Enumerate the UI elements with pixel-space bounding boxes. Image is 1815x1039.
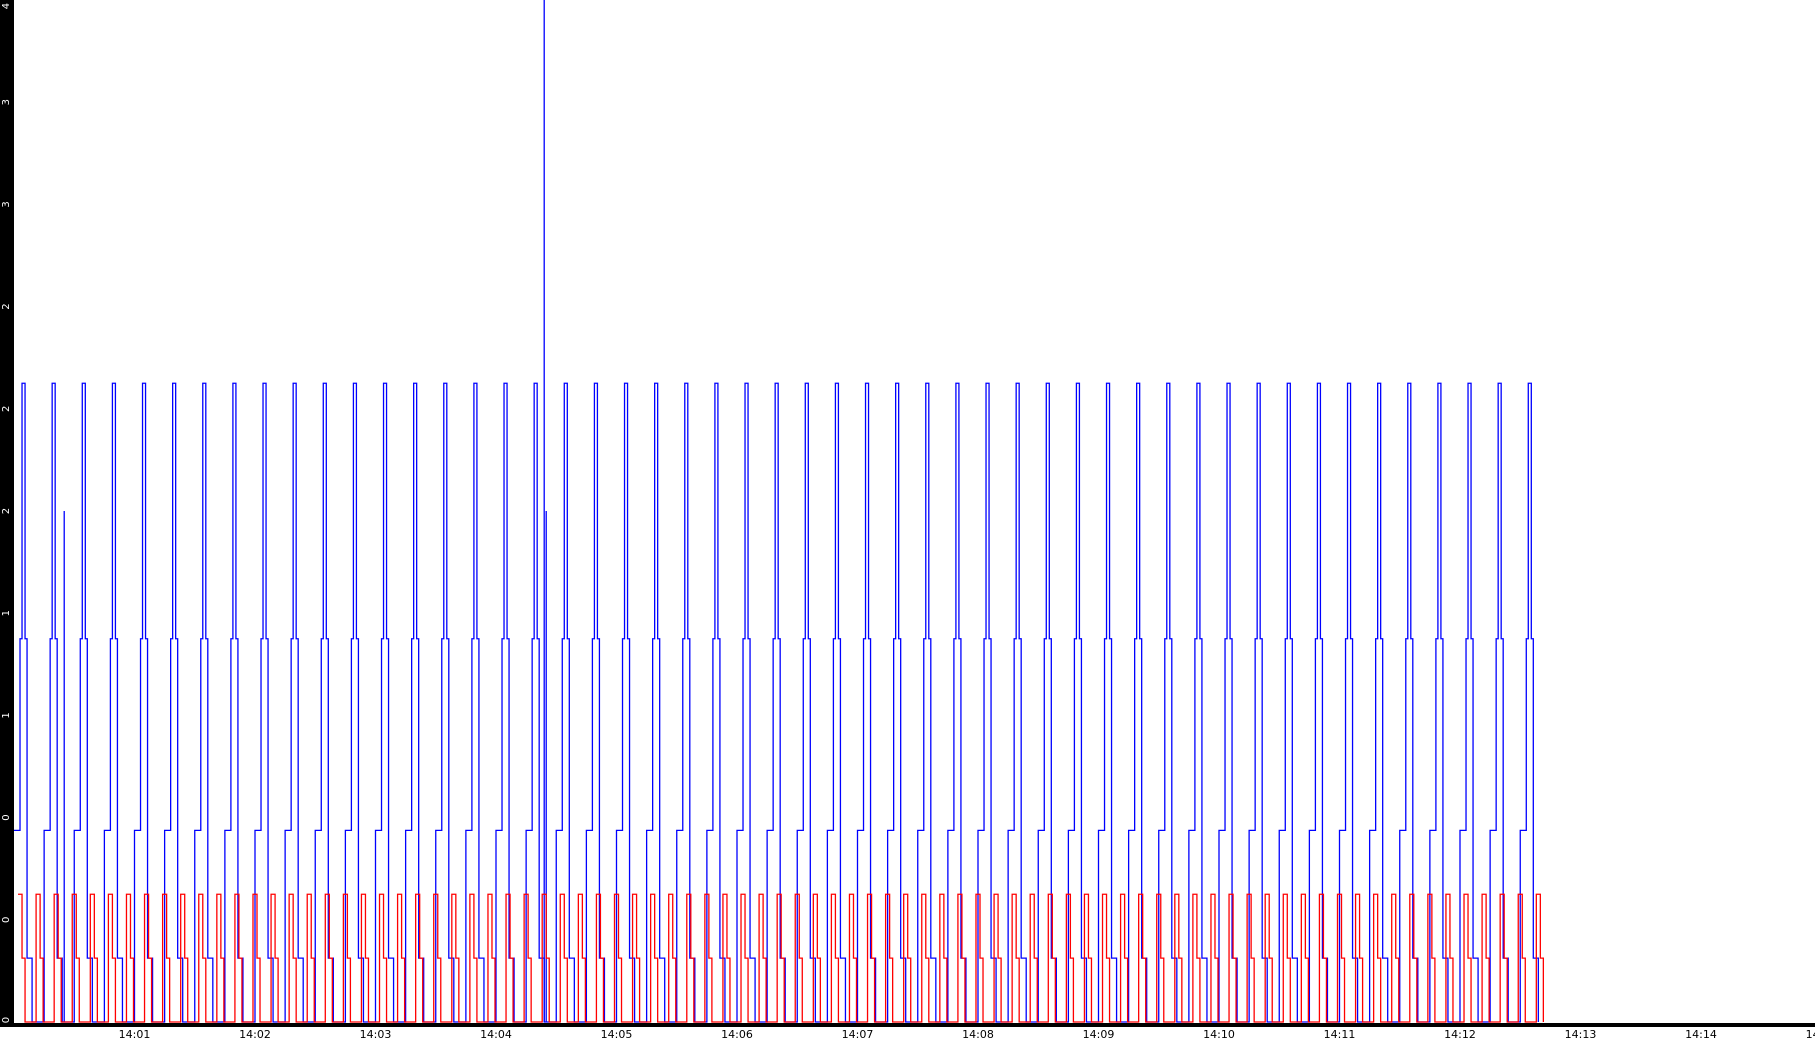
series-line-2 (18, 893, 1544, 1023)
x-tick-label: 14:12 (1444, 1028, 1476, 1039)
x-tick-label: 14:13 (1565, 1028, 1597, 1039)
y-tick-label: 3 (1, 99, 12, 105)
x-axis-band (0, 1023, 1815, 1027)
y-tick-label: 3 (1, 201, 12, 207)
y-tick-label: 1 (1, 610, 12, 616)
y-axis-band (0, 0, 14, 1023)
y-tick-label: 0 (1, 814, 12, 820)
y-tick-label: 4 (1, 3, 12, 9)
x-tick-label: 14:03 (360, 1028, 392, 1039)
x-tick-label: 14:01 (119, 1028, 151, 1039)
series-layer (14, 0, 1544, 1023)
y-tick-label: 0 (1, 917, 12, 923)
x-tick-label: 14:06 (721, 1028, 753, 1039)
y-tick-label: 2 (1, 508, 12, 514)
x-tick-label: 14:09 (1083, 1028, 1115, 1039)
x-tick-label: 14:15 (1806, 1028, 1815, 1039)
x-tick-label: 14:10 (1203, 1028, 1235, 1039)
y-tick-label: 0 (1, 1017, 12, 1023)
series-line-1 (14, 382, 1539, 1023)
y-tick-label: 2 (1, 303, 12, 309)
x-tick-label: 14:08 (962, 1028, 994, 1039)
x-axis-ticks: 14:01 14:02 14:03 14:04 14:05 14:06 14:07 14:08… (119, 1023, 1815, 1039)
x-tick-label: 14:14 (1685, 1028, 1717, 1039)
x-tick-label: 14:05 (601, 1028, 633, 1039)
y-axis-ticks: 0 0 0 1 1 2 2 2 3 3 4 (1, 3, 12, 1023)
x-tick-label: 14:02 (239, 1028, 271, 1039)
x-tick-label: 14:07 (842, 1028, 874, 1039)
x-tick-label: 14:04 (480, 1028, 512, 1039)
y-tick-label: 1 (1, 712, 12, 718)
x-tick-label: 14:11 (1324, 1028, 1356, 1039)
y-tick-label: 2 (1, 406, 12, 412)
